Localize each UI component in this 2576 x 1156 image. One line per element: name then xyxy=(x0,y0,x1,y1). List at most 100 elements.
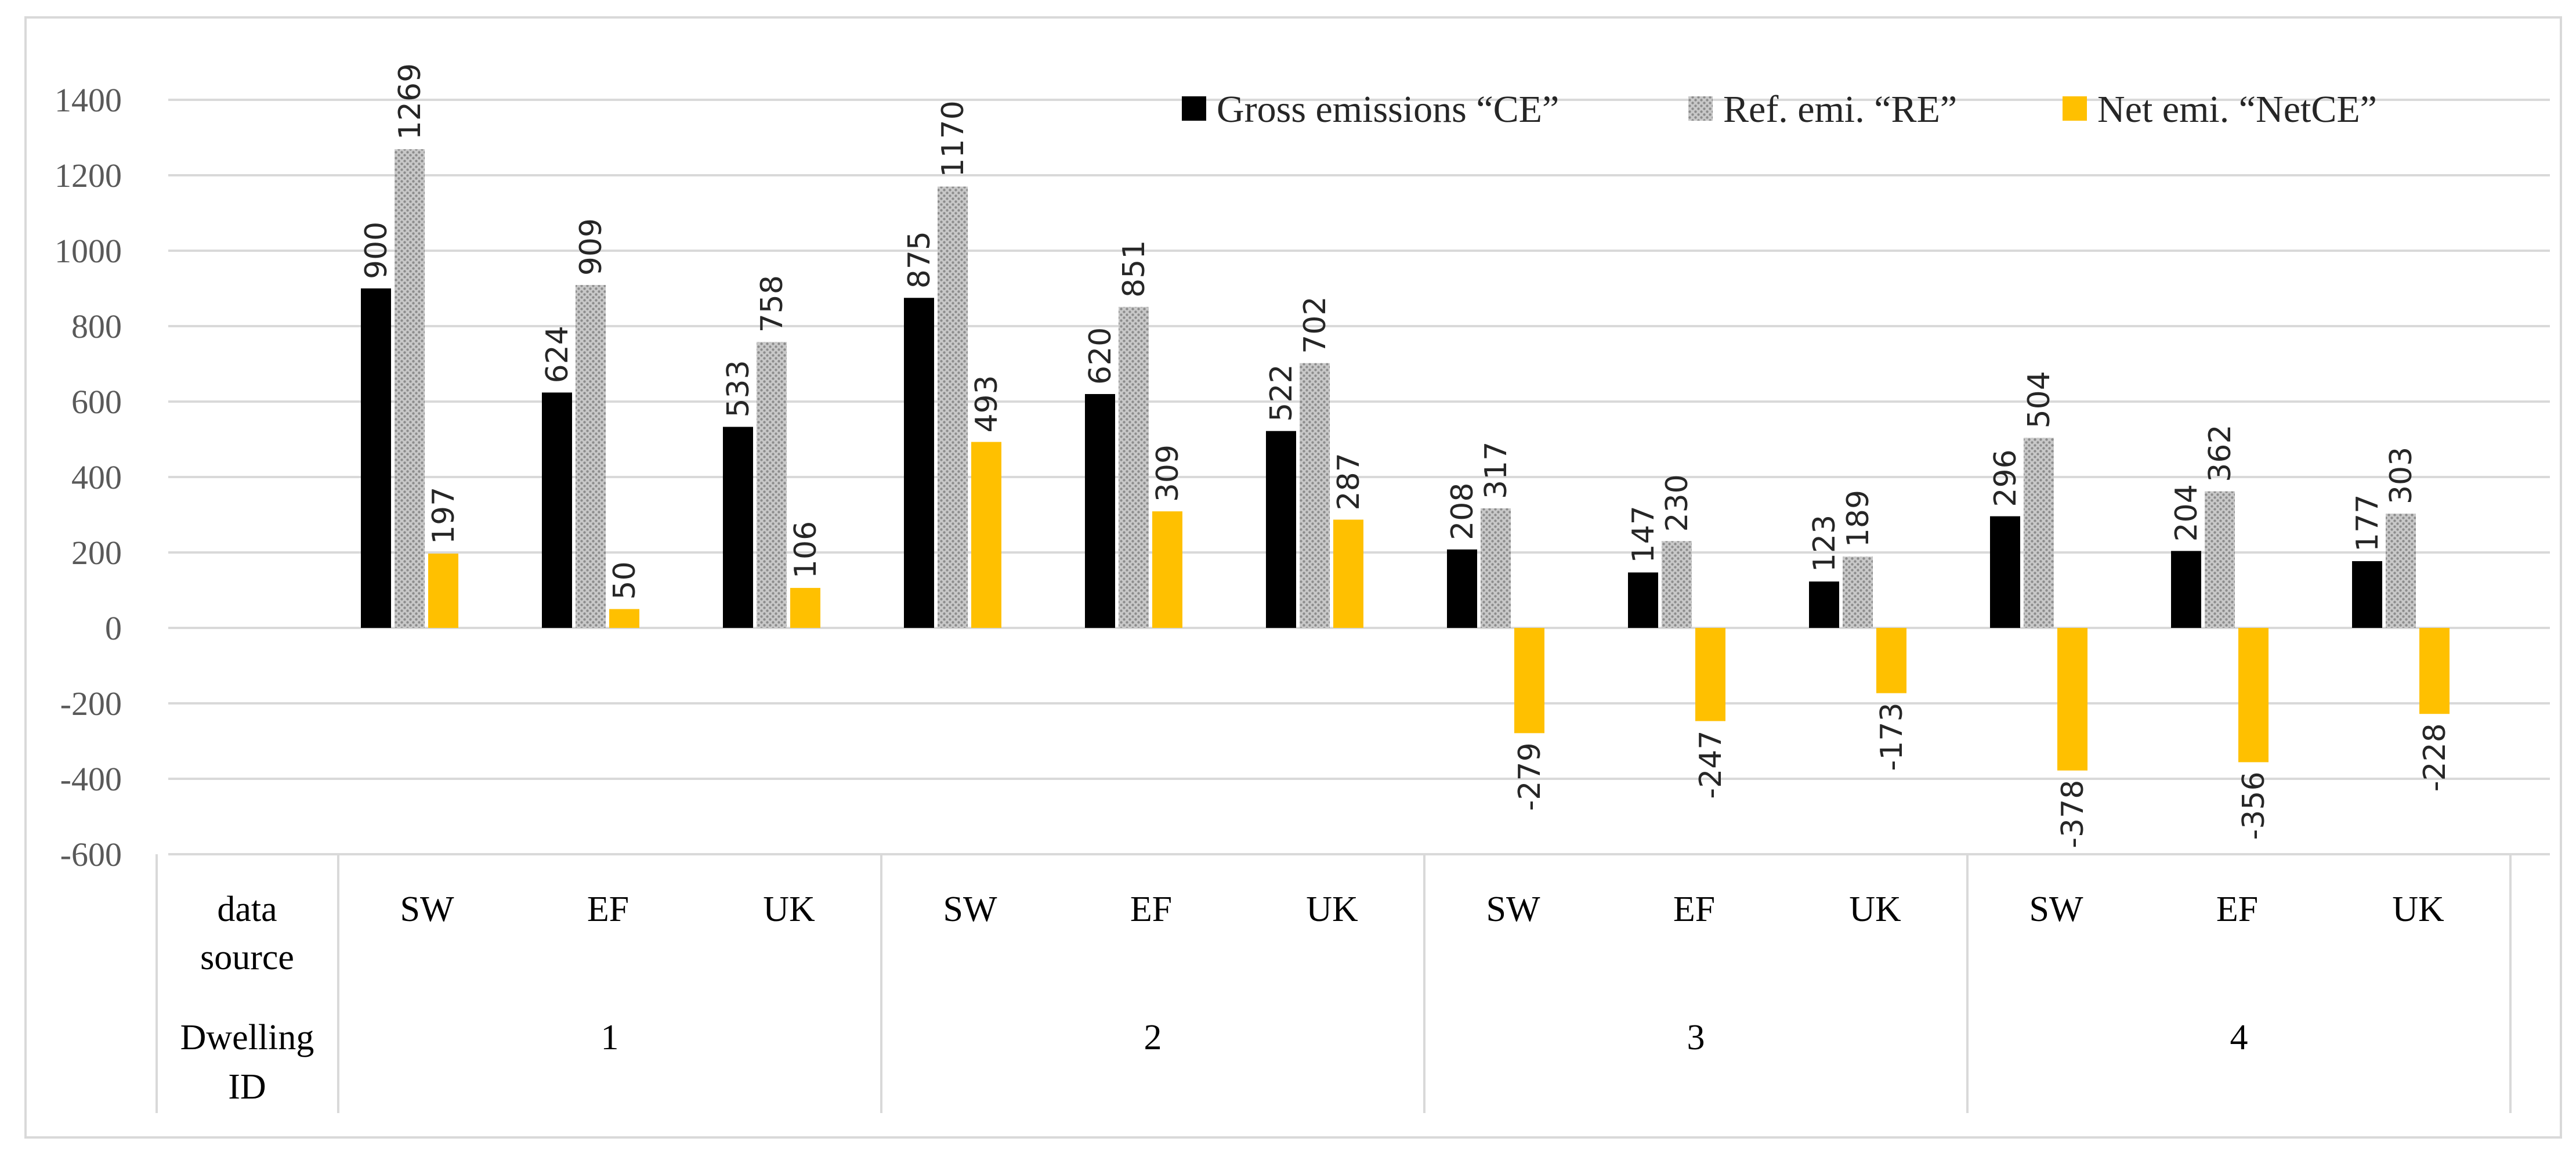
data-label-ref: 702 xyxy=(1298,296,1333,353)
category-label: EF xyxy=(587,890,629,929)
data-label-ref: 909 xyxy=(574,218,609,276)
category-label: EF xyxy=(1130,890,1172,929)
y-tick-label: -600 xyxy=(60,836,122,873)
data-label-net: -247 xyxy=(1694,731,1728,799)
bar-net xyxy=(971,442,1001,628)
category-label: UK xyxy=(2392,890,2444,929)
category-label: SW xyxy=(943,890,997,929)
data-label-gross: 177 xyxy=(2350,494,2385,552)
bar-gross xyxy=(1447,549,1477,628)
category-label: SW xyxy=(2029,890,2083,929)
bar-ref xyxy=(2205,491,2235,628)
row-header-dwelling-id: Dwelling xyxy=(180,1018,314,1057)
data-label-gross: 900 xyxy=(359,222,394,279)
data-label-net: 287 xyxy=(1332,453,1366,510)
bar-net xyxy=(1876,628,1906,693)
legend-label-net: Net emi. “NetCE” xyxy=(2097,88,2377,131)
data-label-net: -228 xyxy=(2418,723,2452,792)
data-label-net: -279 xyxy=(1513,742,1547,811)
legend-label-gross: Gross emissions “CE” xyxy=(1217,88,1559,131)
y-tick-label: -200 xyxy=(60,685,122,722)
bar-gross xyxy=(1266,431,1296,628)
bar-ref xyxy=(2024,438,2054,628)
bar-ref xyxy=(395,149,425,628)
row-header-data-source: data xyxy=(217,890,277,929)
bar-gross xyxy=(361,288,391,628)
category-label: UK xyxy=(1849,890,1901,929)
data-label-gross: 620 xyxy=(1083,327,1118,385)
data-label-net: -356 xyxy=(2237,771,2271,840)
y-tick-label: 1400 xyxy=(55,81,122,119)
data-labels: 900 624 533 875 620 522 208 147 123 296 204 177 1269… xyxy=(359,63,2452,848)
data-label-net: 197 xyxy=(426,487,461,544)
row-header-dwelling-id: ID xyxy=(228,1067,266,1107)
data-label-gross: 522 xyxy=(1264,364,1299,421)
data-label-gross: 296 xyxy=(1988,449,2023,507)
data-label-ref: 189 xyxy=(1841,490,1876,547)
bar-net xyxy=(1333,519,1363,628)
bars xyxy=(361,149,2450,771)
bar-ref xyxy=(938,186,968,628)
category-table: data source Dwelling ID SW EF UK SW EF UK SW EF UK SW… xyxy=(155,854,2512,1113)
bar-ref xyxy=(1662,541,1692,628)
category-label: UK xyxy=(763,890,815,929)
data-label-gross: 624 xyxy=(540,326,575,383)
data-label-gross: 204 xyxy=(2169,484,2204,541)
group-label: 3 xyxy=(1687,1018,1705,1057)
gridlines xyxy=(168,99,2550,855)
bar-net xyxy=(2238,628,2269,763)
y-axis-ticks: 1400 1200 1000 800 600 400 200 0 -200 -400 -600 xyxy=(55,81,122,873)
category-label: EF xyxy=(2216,890,2258,929)
bar-ref xyxy=(576,285,606,628)
data-label-ref: 758 xyxy=(755,275,790,333)
bar-net xyxy=(1514,628,1544,734)
bar-net xyxy=(790,588,820,628)
category-label: EF xyxy=(1673,890,1715,929)
y-tick-label: 1000 xyxy=(55,232,122,270)
data-label-net: 493 xyxy=(969,375,1004,432)
legend-label-ref: Ref. emi. “RE” xyxy=(1723,88,1957,131)
row-header-data-source: source xyxy=(200,938,294,977)
bar-ref xyxy=(1843,557,1873,628)
bar-ref xyxy=(2386,514,2416,628)
data-label-net: -378 xyxy=(2056,780,2090,848)
bar-ref xyxy=(757,342,787,628)
y-tick-label: 800 xyxy=(71,308,122,345)
y-tick-label: 0 xyxy=(105,609,122,647)
bar-gross xyxy=(1085,394,1115,628)
data-label-ref: 362 xyxy=(2203,424,2238,482)
bar-gross xyxy=(2171,551,2201,628)
legend: Gross emissions “CE” Ref. emi. “RE” Net em… xyxy=(1182,88,2377,131)
data-label-ref: 317 xyxy=(1479,442,1514,499)
bar-ref xyxy=(1481,508,1511,628)
category-label: SW xyxy=(1486,890,1540,929)
data-label-gross: 208 xyxy=(1445,483,1480,540)
data-label-ref: 1170 xyxy=(936,100,971,177)
data-label-gross: 147 xyxy=(1626,505,1661,563)
bar-net xyxy=(609,609,639,628)
bar-gross xyxy=(723,427,753,628)
bar-gross xyxy=(2352,561,2382,628)
bar-gross xyxy=(1809,581,1839,628)
group-label: 2 xyxy=(1144,1018,1162,1057)
bar-net xyxy=(1152,511,1182,628)
data-label-gross: 533 xyxy=(721,360,756,417)
group-label: 1 xyxy=(601,1018,619,1057)
data-label-ref: 504 xyxy=(2022,371,2057,428)
data-label-ref: 303 xyxy=(2384,447,2419,504)
data-label-gross: 875 xyxy=(902,231,937,288)
data-label-ref: 851 xyxy=(1117,240,1152,298)
bar-ref xyxy=(1300,363,1330,628)
y-tick-label: 400 xyxy=(71,458,122,496)
data-label-net: -173 xyxy=(1875,702,1909,771)
y-tick-label: 1200 xyxy=(55,157,122,194)
bar-ref xyxy=(1119,306,1149,628)
group-label: 4 xyxy=(2230,1018,2248,1057)
y-tick-label: 200 xyxy=(71,534,122,572)
bar-net xyxy=(2419,628,2450,714)
bar-gross xyxy=(1990,516,2020,628)
y-tick-label: -400 xyxy=(60,760,122,798)
data-label-net: 309 xyxy=(1150,445,1185,502)
bar-gross xyxy=(1628,572,1658,628)
data-label-ref: 1269 xyxy=(393,63,428,140)
